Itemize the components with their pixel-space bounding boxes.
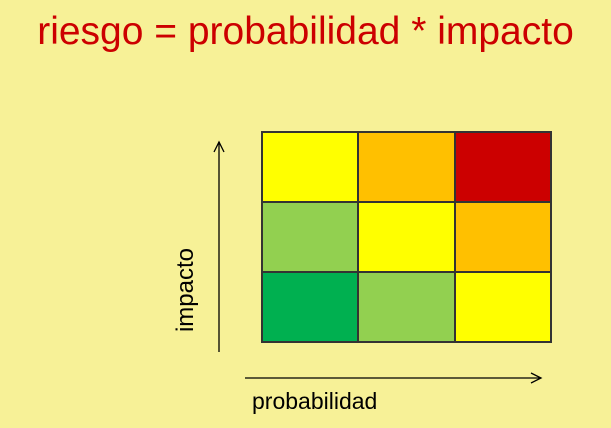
risk-cell-r3-c3 [454,272,551,342]
risk-cell-r2-c3 [454,202,551,272]
x-axis-arrow [245,372,543,384]
y-axis-arrow [213,140,225,352]
risk-cell-r3-c2 [358,272,455,342]
risk-matrix [261,131,552,343]
risk-cell-r1-c3 [454,132,551,202]
slide-title: riesgo = probabilidad * impacto [37,10,574,53]
risk-cell-r2-c2 [358,202,455,272]
y-axis-label: impacto [172,247,199,333]
x-axis-label: probabilidad [252,388,378,414]
risk-cell-r3-c1 [262,272,359,342]
risk-cell-r1-c2 [358,132,455,202]
risk-cell-r2-c1 [262,202,359,272]
risk-cell-r1-c1 [262,132,359,202]
